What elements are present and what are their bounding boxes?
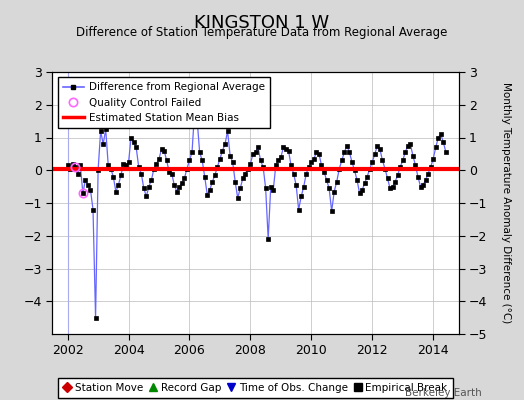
Text: KINGSTON 1 W: KINGSTON 1 W [194,14,330,32]
Text: Difference of Station Temperature Data from Regional Average: Difference of Station Temperature Data f… [77,26,447,39]
Text: Berkeley Earth: Berkeley Earth [406,388,482,398]
Y-axis label: Monthly Temperature Anomaly Difference (°C): Monthly Temperature Anomaly Difference (… [501,82,511,324]
Legend: Station Move, Record Gap, Time of Obs. Change, Empirical Break: Station Move, Record Gap, Time of Obs. C… [58,378,453,398]
